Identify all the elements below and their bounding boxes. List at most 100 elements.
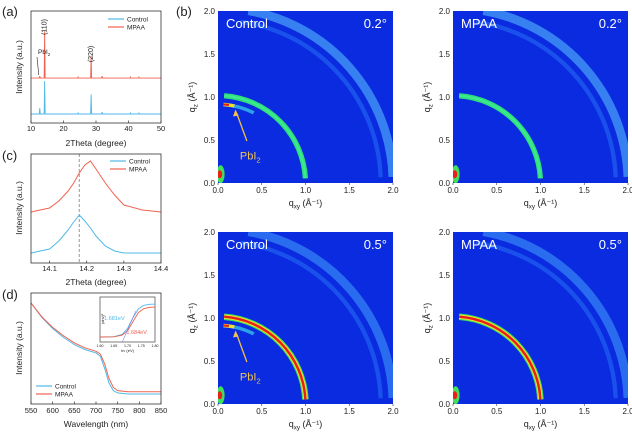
beam-spot-core xyxy=(218,391,223,400)
legend-label-control: Control xyxy=(129,159,151,166)
x-tick-label: 10 xyxy=(27,124,35,133)
peak-label-220: (220) xyxy=(88,46,95,62)
x-tick-label: 600 xyxy=(46,406,59,415)
inset-x-tick-label: 1.65 xyxy=(110,344,117,348)
y-tick-label: 1.5 xyxy=(439,271,451,280)
x-tick-label: 50 xyxy=(157,124,165,133)
x-axis-label-d: Wavelength (nm) xyxy=(64,419,129,429)
y-tick-label: 0.5 xyxy=(439,357,451,366)
peak-label-110: (110) xyxy=(42,19,49,35)
giwaxs-panel-mpaa-0-5: MPAA 0.5° xyxy=(453,232,628,404)
xrd-line-mpaa xyxy=(31,31,161,79)
pbi2-ring-peak xyxy=(223,324,230,328)
x-axis-label-qxy: qxy (Å⁻¹) xyxy=(524,419,558,432)
giwaxs-panel-control-0-5: Control 0.5° xyxy=(218,232,393,404)
absorption-line-control xyxy=(30,302,161,395)
x-tick-label: 1.0 xyxy=(300,407,312,416)
legend-label-mpaa: MPAA xyxy=(127,25,146,32)
y-axis-label-c: Intensity (a.u.) xyxy=(14,181,24,235)
absorption-line-mpaa xyxy=(30,302,161,393)
x-axis-label-qxy: qxy (Å⁻¹) xyxy=(289,419,323,432)
sample-label: Control xyxy=(226,16,268,31)
panel-label-a: (a) xyxy=(2,4,18,19)
inset-x-tick-label: 1.70 xyxy=(124,344,131,348)
x-tick-label: 0.0 xyxy=(447,186,459,195)
y-tick-label: 1.5 xyxy=(439,50,451,59)
x-tick-label: 1.5 xyxy=(344,407,356,416)
y-axis-label-qz: qz (Å⁻¹) xyxy=(187,82,200,112)
pbi2-annotation: PbI2 xyxy=(240,150,261,164)
peak-line-mpaa xyxy=(30,160,162,213)
x-tick-label: 1.5 xyxy=(344,186,356,195)
y-tick-label: 0.0 xyxy=(439,400,451,409)
incidence-angle-label: 0.5° xyxy=(364,237,387,252)
y-tick-label: 0.5 xyxy=(204,357,216,366)
inset-x-tick-label: 1.80 xyxy=(152,344,159,348)
xrd-line-control xyxy=(31,80,161,115)
x-tick-label: 14.3 xyxy=(117,264,132,273)
x-tick-label: 1.5 xyxy=(579,407,591,416)
diffraction-ring-outer-1 xyxy=(240,240,383,399)
x-tick-label: 700 xyxy=(90,406,103,415)
x-tick-label: 1.0 xyxy=(535,407,547,416)
plot-frame-c xyxy=(30,153,162,264)
diffraction-ring-outer-2 xyxy=(482,11,628,178)
legend-label-control: Control xyxy=(127,17,149,24)
y-tick-label: 1.0 xyxy=(439,314,451,323)
incidence-angle-label: 0.2° xyxy=(364,16,387,31)
inset-x-tick-label: 1.60 xyxy=(97,344,104,348)
diffraction-ring-outer-1 xyxy=(475,240,618,399)
x-tick-label: 20 xyxy=(59,124,67,133)
y-axis-label-qz: qz (Å⁻¹) xyxy=(422,82,435,112)
y-tick-label: 2.0 xyxy=(204,7,216,16)
x-tick-label: 1.5 xyxy=(579,186,591,195)
diffraction-ring-outer-2 xyxy=(482,232,628,399)
x-tick-label: 0.0 xyxy=(212,407,224,416)
incidence-angle-label: 0.2° xyxy=(599,16,622,31)
x-tick-label: 0.0 xyxy=(212,186,224,195)
x-axis-label-qxy: qxy (Å⁻¹) xyxy=(289,198,323,211)
y-tick-label: 0.0 xyxy=(439,179,451,188)
y-tick-label: 2.0 xyxy=(439,228,451,237)
pbi2-ring-peak xyxy=(223,103,230,107)
pbi2-arrow xyxy=(236,335,248,363)
inset-x-axis-label: hν (eV) xyxy=(121,348,135,353)
x-tick-label: 0.5 xyxy=(256,407,268,416)
diffraction-ring-outer-2 xyxy=(247,232,393,399)
diffraction-ring-outer-1 xyxy=(240,19,383,178)
inset-tangent-line xyxy=(122,310,136,343)
x-tick-label: 2.0 xyxy=(622,186,632,195)
diffraction-ring-100-core xyxy=(224,315,307,400)
x-tick-label: 40 xyxy=(124,124,132,133)
x-tick-label: 1.0 xyxy=(535,186,547,195)
pbi2-arrow xyxy=(36,56,40,76)
x-tick-label: 2.0 xyxy=(387,186,399,195)
inset-line-mpaa xyxy=(99,306,156,338)
x-axis-label-a: 2Theta (degree) xyxy=(66,138,127,148)
y-axis-label-qz: qz (Å⁻¹) xyxy=(187,303,200,333)
y-tick-label: 0.5 xyxy=(204,136,216,145)
y-axis-label-qz: qz (Å⁻¹) xyxy=(422,303,435,333)
x-tick-label: 0.5 xyxy=(491,186,503,195)
x-axis-label-c: 2Theta (degree) xyxy=(66,277,127,287)
inset-x-tick-label: 1.75 xyxy=(138,344,145,348)
x-tick-label: 800 xyxy=(133,406,146,415)
diffraction-ring-outer-1 xyxy=(475,19,618,178)
y-tick-label: 1.5 xyxy=(204,50,216,59)
pbi2-arrowhead xyxy=(233,109,239,117)
panel-label-d: (d) xyxy=(2,287,18,302)
x-tick-label: 14.4 xyxy=(154,264,169,273)
peak-label-pbi2: PbI2 xyxy=(38,49,51,57)
x-tick-label: 750 xyxy=(111,406,124,415)
y-tick-label: 1.5 xyxy=(204,271,216,280)
x-tick-label: 14.2 xyxy=(79,264,94,273)
x-tick-label: 550 xyxy=(25,406,38,415)
diffraction-ring-100-core xyxy=(459,315,542,400)
panel-label-b: (b) xyxy=(176,4,192,19)
panel-label-c: (c) xyxy=(2,148,17,163)
y-tick-label: 0.0 xyxy=(204,400,216,409)
sample-label: MPAA xyxy=(461,237,497,252)
legend-label-mpaa: MPAA xyxy=(55,392,74,399)
y-tick-label: 0.5 xyxy=(439,136,451,145)
